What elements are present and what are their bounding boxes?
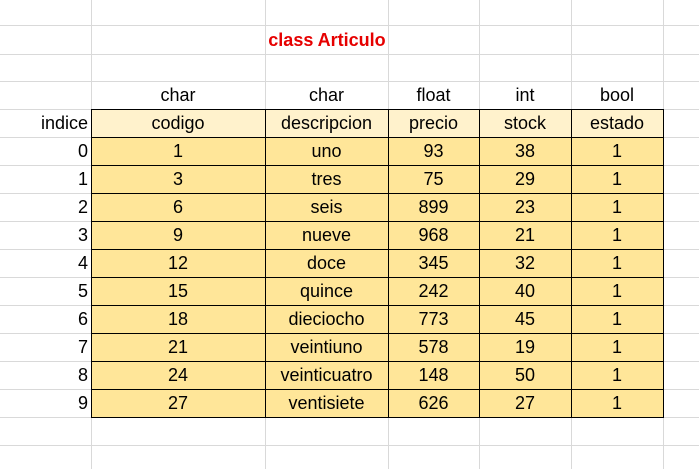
table-border-vertical: [663, 109, 664, 418]
data-cell[interactable]: quince: [265, 277, 388, 305]
table-border-horizontal: [91, 305, 664, 306]
data-cell[interactable]: 9: [91, 221, 265, 249]
data-cell[interactable]: veinticuatro: [265, 361, 388, 389]
table-border-horizontal: [91, 193, 664, 194]
data-cell[interactable]: 21: [91, 333, 265, 361]
column-header-cell[interactable]: precio: [388, 109, 479, 137]
data-cell[interactable]: 18: [91, 305, 265, 333]
data-cell[interactable]: 1: [571, 221, 663, 249]
data-cell[interactable]: veintiuno: [265, 333, 388, 361]
data-cell[interactable]: 24: [91, 361, 265, 389]
data-cell[interactable]: 23: [479, 193, 571, 221]
data-cell[interactable]: 578: [388, 333, 479, 361]
type-label-cell[interactable]: char: [308, 84, 344, 105]
data-cell[interactable]: 1: [571, 165, 663, 193]
row-index-cell[interactable]: 1: [77, 168, 88, 189]
table-border-horizontal: [91, 277, 664, 278]
sheet-title[interactable]: class Articulo: [268, 29, 386, 50]
data-cell[interactable]: 21: [479, 221, 571, 249]
data-cell[interactable]: 6: [91, 193, 265, 221]
row-index-cell[interactable]: 4: [77, 252, 88, 273]
gridline-horizontal: [0, 445, 699, 446]
data-cell[interactable]: 27: [479, 389, 571, 417]
data-cell[interactable]: 50: [479, 361, 571, 389]
row-index-cell[interactable]: 6: [77, 308, 88, 329]
table-border-vertical: [571, 109, 572, 418]
type-label-cell[interactable]: int: [515, 84, 535, 105]
column-header-cell[interactable]: stock: [479, 109, 571, 137]
table-border-vertical: [91, 109, 92, 418]
table-border-vertical: [479, 109, 480, 418]
data-cell[interactable]: 32: [479, 249, 571, 277]
data-cell[interactable]: 3: [91, 165, 265, 193]
gridline-horizontal: [0, 81, 699, 82]
data-cell[interactable]: 38: [479, 137, 571, 165]
row-index-cell[interactable]: 5: [77, 280, 88, 301]
type-label-cell[interactable]: char: [160, 84, 196, 105]
table-border-horizontal: [91, 165, 664, 166]
data-cell[interactable]: 1: [571, 193, 663, 221]
data-cell[interactable]: 626: [388, 389, 479, 417]
row-index-cell[interactable]: 2: [77, 196, 88, 217]
table-border-vertical: [388, 109, 389, 418]
row-index-cell[interactable]: 9: [77, 392, 88, 413]
row-index-cell[interactable]: 3: [77, 224, 88, 245]
data-cell[interactable]: 15: [91, 277, 265, 305]
data-cell[interactable]: doce: [265, 249, 388, 277]
data-cell[interactable]: 19: [479, 333, 571, 361]
data-cell[interactable]: nueve: [265, 221, 388, 249]
data-cell[interactable]: tres: [265, 165, 388, 193]
table-border-horizontal: [91, 361, 664, 362]
data-cell[interactable]: 45: [479, 305, 571, 333]
data-cell[interactable]: uno: [265, 137, 388, 165]
gridline-horizontal: [0, 25, 699, 26]
index-header-cell[interactable]: indice: [40, 112, 88, 133]
data-cell[interactable]: 1: [571, 389, 663, 417]
data-cell[interactable]: ventisiete: [265, 389, 388, 417]
table-border-horizontal: [91, 109, 664, 110]
table-border-horizontal: [91, 389, 664, 390]
table-border-horizontal: [91, 249, 664, 250]
type-label-cell[interactable]: float: [416, 84, 451, 105]
row-index-cell[interactable]: 8: [77, 364, 88, 385]
data-cell[interactable]: 1: [571, 249, 663, 277]
data-cell[interactable]: 12: [91, 249, 265, 277]
data-cell[interactable]: 40: [479, 277, 571, 305]
gridline-horizontal: [0, 54, 699, 55]
data-cell[interactable]: 27: [91, 389, 265, 417]
column-header-cell[interactable]: descripcion: [265, 109, 388, 137]
data-cell[interactable]: 1: [571, 361, 663, 389]
data-cell[interactable]: seis: [265, 193, 388, 221]
table-border-horizontal: [91, 417, 664, 418]
data-cell[interactable]: 968: [388, 221, 479, 249]
data-cell[interactable]: 75: [388, 165, 479, 193]
data-cell[interactable]: 899: [388, 193, 479, 221]
row-index-cell[interactable]: 0: [77, 140, 88, 161]
column-header-cell[interactable]: codigo: [91, 109, 265, 137]
column-header-cell[interactable]: estado: [571, 109, 663, 137]
data-cell[interactable]: 773: [388, 305, 479, 333]
table-border-horizontal: [91, 137, 664, 138]
table-border-horizontal: [91, 333, 664, 334]
data-cell[interactable]: dieciocho: [265, 305, 388, 333]
data-cell[interactable]: 242: [388, 277, 479, 305]
data-cell[interactable]: 148: [388, 361, 479, 389]
data-cell[interactable]: 93: [388, 137, 479, 165]
data-cell[interactable]: 345: [388, 249, 479, 277]
data-cell[interactable]: 1: [571, 333, 663, 361]
data-cell[interactable]: 29: [479, 165, 571, 193]
data-cell[interactable]: 1: [91, 137, 265, 165]
table-border-horizontal: [91, 221, 664, 222]
table-border-vertical: [265, 109, 266, 418]
type-label-cell[interactable]: bool: [599, 84, 635, 105]
data-cell[interactable]: 1: [571, 305, 663, 333]
row-index-cell[interactable]: 7: [77, 336, 88, 357]
data-cell[interactable]: 1: [571, 277, 663, 305]
data-cell[interactable]: 1: [571, 137, 663, 165]
